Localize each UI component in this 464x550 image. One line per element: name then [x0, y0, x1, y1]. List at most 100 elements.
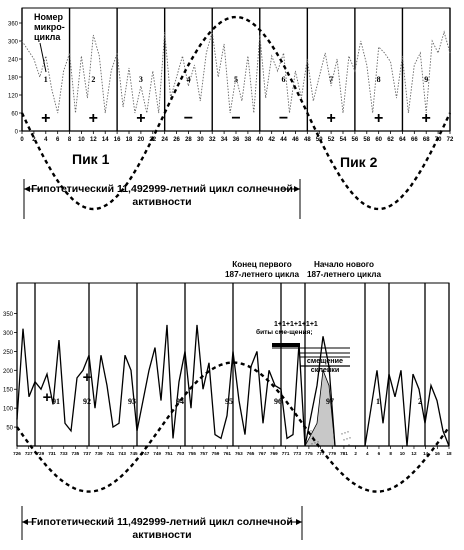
x-tick-label: 10: [78, 137, 85, 143]
hypothesis-label-line1: Гипотетический 11,492999-летний цикл сол…: [31, 183, 293, 195]
segment-label: 93: [128, 397, 136, 406]
segment-label: 94: [176, 397, 184, 406]
y-tick-label: 120: [8, 94, 19, 100]
y-tick-label: 300: [3, 331, 14, 337]
x-tick-label: 12: [411, 451, 417, 456]
x-tick-label: 54: [340, 137, 347, 143]
segment-sign: +: [374, 110, 383, 127]
x-tick-label: 32: [209, 137, 216, 143]
x-tick-label: 70: [435, 137, 442, 143]
x-tick-label: 0: [20, 137, 24, 143]
x-tick-label: 26: [173, 137, 180, 143]
x-tick-label: 767: [258, 451, 266, 456]
x-tick-label: 38: [245, 137, 252, 143]
segment-number: 3: [139, 75, 143, 84]
y-tick-label: 300: [8, 40, 19, 46]
x-tick-label: 40: [256, 137, 263, 143]
y-tick-label: 50: [6, 426, 13, 432]
x-tick-label: 2: [32, 137, 36, 143]
segment-label: 91: [52, 397, 60, 406]
shading-dot: [347, 431, 349, 433]
segment-label: 2: [418, 397, 422, 406]
shading-dot: [317, 441, 319, 443]
segment-label: 92: [83, 397, 91, 406]
x-tick-label: 763: [235, 451, 243, 456]
x-tick-label: 28: [185, 137, 192, 143]
segment-sign: +: [43, 389, 52, 406]
x-tick-label: 68: [423, 137, 430, 143]
y-tick-label: 150: [3, 388, 14, 394]
annotation-end-line2: 187-летнего цикла: [225, 270, 299, 279]
x-tick-label: 731: [48, 451, 56, 456]
segment-label: 97: [326, 397, 334, 406]
segment-number: 6: [282, 75, 286, 84]
segment-sign: +: [41, 110, 50, 127]
x-tick-label: 12: [90, 137, 97, 143]
x-tick-label: 64: [399, 137, 406, 143]
segment-number: 8: [377, 75, 381, 84]
y-tick-label: 180: [8, 76, 19, 82]
microcycle-annotation-line3: цикла: [34, 32, 61, 42]
segment-sign: +: [326, 110, 335, 127]
shading-dot: [310, 430, 312, 432]
peak-2-label: Пик 2: [340, 154, 378, 170]
y-tick-label: 240: [8, 58, 19, 64]
x-tick-label: 771: [282, 451, 290, 456]
shading-dot: [348, 444, 350, 446]
peak-1-label: Пик 1: [72, 151, 110, 167]
microcycle-annotation-line1: Номер: [34, 12, 64, 22]
x-tick-label: 726: [13, 451, 21, 456]
x-tick-label: 60: [375, 137, 382, 143]
x-tick-label: 759: [212, 451, 220, 456]
x-tick-label: 747: [142, 451, 150, 456]
x-tick-label: 6: [378, 451, 381, 456]
y-tick-label: 0: [15, 130, 19, 136]
segment-sign: +: [422, 110, 431, 127]
x-tick-label: 58: [363, 137, 370, 143]
annotation-shift-line2: склейки: [311, 365, 340, 374]
x-tick-label: 52: [328, 137, 335, 143]
shading-dot: [341, 433, 343, 435]
shading-dot: [349, 437, 351, 439]
x-tick-label: 66: [411, 137, 418, 143]
x-tick-label: 773: [293, 451, 301, 456]
x-tick-label: 4: [366, 451, 369, 456]
x-tick-label: 765: [247, 451, 255, 456]
y-tick-label: 60: [11, 112, 18, 118]
shading-dot: [314, 442, 316, 444]
annotation-bits-line2: биты сме-щения;: [256, 328, 313, 336]
annotation-bits-line1: 1+1+1+1+1+1: [274, 321, 318, 328]
x-tick-label: 745: [130, 451, 138, 456]
shading-dot: [346, 438, 348, 440]
x-tick-label: 18: [126, 137, 133, 143]
x-tick-label: 30: [197, 137, 204, 143]
x-tick-label: 761: [223, 451, 231, 456]
y-tick-label: 200: [3, 369, 14, 375]
x-tick-label: 14: [102, 137, 109, 143]
x-tick-label: 777: [317, 451, 325, 456]
x-tick-label: 757: [200, 451, 208, 456]
segment-label: 95: [225, 397, 233, 406]
x-tick-label: 42: [268, 137, 275, 143]
segment-number: 4: [186, 75, 190, 84]
x-tick-label: 18: [446, 451, 452, 456]
x-tick-label: 62: [387, 137, 394, 143]
data-series-line: [16, 324, 450, 447]
y-tick-label: 250: [3, 350, 14, 356]
x-tick-label: 6: [56, 137, 60, 143]
x-tick-label: 737: [83, 451, 91, 456]
segment-number: 2: [91, 75, 95, 84]
segment-sign: −: [231, 110, 240, 127]
microcycle-annotation-line2: микро-: [34, 22, 65, 32]
annotation-start-line2: 187-летнего цикла: [307, 270, 381, 279]
segment-number: 5: [234, 75, 238, 84]
segment-number: 7: [329, 75, 333, 84]
x-tick-label: 44: [280, 137, 287, 143]
hypothetical-cycle-wave: [16, 361, 450, 493]
x-tick-label: 769: [270, 451, 278, 456]
segment-number: 1: [44, 75, 48, 84]
x-tick-label: 10: [400, 451, 406, 456]
x-tick-label: 24: [161, 137, 168, 143]
